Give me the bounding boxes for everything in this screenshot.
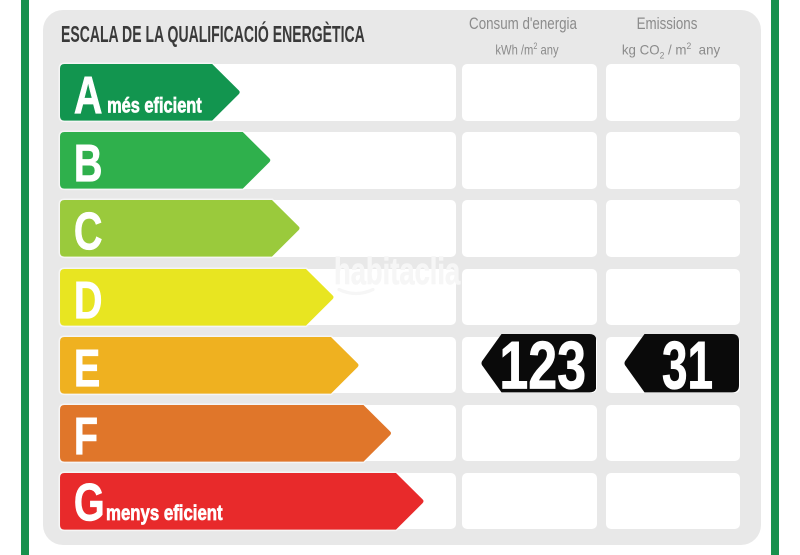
svg-text:menys eficient: menys eficient: [106, 502, 223, 525]
svg-text:més eficient: més eficient: [107, 94, 202, 117]
